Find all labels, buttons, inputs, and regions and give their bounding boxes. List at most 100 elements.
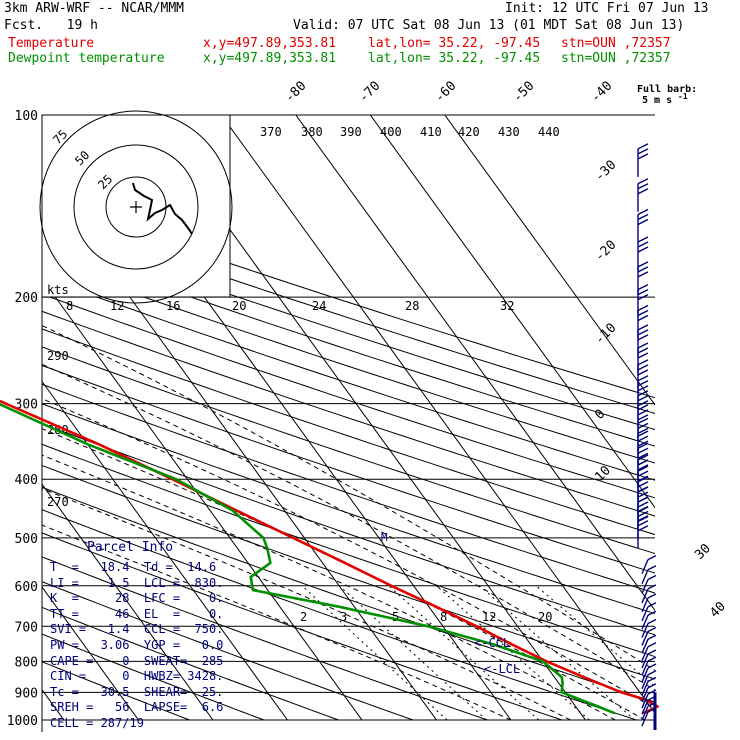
isotherm-label: -60 bbox=[432, 79, 459, 106]
speed-axis-label: 12 bbox=[110, 299, 124, 313]
dry-adiabat bbox=[42, 276, 655, 481]
wind-barb bbox=[641, 584, 657, 604]
isotherm-label: -70 bbox=[356, 79, 383, 106]
dry-adiabat bbox=[42, 556, 490, 720]
dry-adiabat bbox=[42, 328, 655, 536]
ccl-marker: <-CCL bbox=[474, 636, 510, 650]
parcel-info-line: TT = 46 EL = 0. bbox=[50, 606, 224, 621]
wind-barb bbox=[637, 178, 649, 212]
pressure-label-1000: 1000 bbox=[7, 714, 38, 729]
lcl-marker: <-LCL bbox=[484, 662, 520, 676]
dew-latlon: lat,lon= 35.22, -97.45 bbox=[368, 51, 541, 66]
dry-adiabat bbox=[42, 532, 564, 720]
wind-barb bbox=[641, 602, 657, 622]
dry-adiabat bbox=[42, 464, 655, 680]
temperature-line bbox=[0, 399, 659, 715]
parcel-info-title: Parcel Info bbox=[87, 540, 174, 555]
mixing-ratio-label: 20 bbox=[538, 610, 552, 624]
theta-label: 400 bbox=[380, 125, 402, 139]
pressure-label-700: 700 bbox=[15, 620, 38, 635]
dew-xy: x,y=497.89,353.81 bbox=[203, 51, 337, 66]
wind-barb bbox=[641, 656, 657, 676]
isotherm-label: -20 bbox=[592, 238, 619, 265]
mixing-ratio-label: 12 bbox=[482, 610, 496, 624]
wind-barb bbox=[641, 565, 657, 585]
temp-station: stn=OUN ,72357 bbox=[561, 36, 671, 51]
dry-adiabat bbox=[42, 509, 639, 720]
dry-adiabat bbox=[42, 661, 191, 720]
dry-adiabat bbox=[42, 198, 655, 399]
dew-station: stn=OUN ,72357 bbox=[561, 51, 671, 66]
theta-label: 410 bbox=[420, 125, 442, 139]
pressure-label-200: 200 bbox=[15, 291, 38, 306]
dry-adiabat bbox=[42, 606, 340, 720]
theta-label: 390 bbox=[340, 125, 362, 139]
parcel-info-line: PW = 3.06 YGP = 0.0 bbox=[50, 638, 224, 652]
isotherm-label: -50 bbox=[510, 79, 537, 106]
wind-barb bbox=[641, 663, 657, 683]
pressure-label-100: 100 bbox=[15, 109, 38, 124]
dry-adiabat bbox=[42, 260, 655, 464]
parcel-info-line: LI = 1.5 LCL = 830. bbox=[50, 575, 224, 590]
isotherm bbox=[295, 115, 655, 612]
pressure-label-400: 400 bbox=[15, 473, 38, 488]
valid-time: Valid: 07 UTC Sat 08 Jun 13 (01 MDT Sat … bbox=[293, 18, 685, 33]
model-title: 3km ARW-WRF -- NCAR/MMM bbox=[4, 1, 185, 16]
barb-key-label: Full barb: bbox=[637, 84, 697, 95]
theta-side-label: 290 bbox=[47, 349, 69, 363]
speed-axis-label: 20 bbox=[232, 299, 246, 313]
wind-barb bbox=[641, 649, 657, 669]
speed-axis-label: 24 bbox=[312, 299, 326, 313]
hodograph-trace bbox=[132, 182, 193, 235]
hodograph-center bbox=[130, 201, 142, 213]
isotherm-label: -40 bbox=[588, 79, 615, 106]
isotherm-label: -30 bbox=[592, 158, 619, 185]
speed-axis-label: 32 bbox=[500, 299, 514, 313]
parcel-info-line: T = 18.4 Td = 14.6 bbox=[50, 560, 217, 574]
pressure-label-900: 900 bbox=[15, 686, 38, 701]
parcel-info-line: Tc = 30.5 SHEAR= 25. bbox=[50, 684, 224, 699]
isotherm bbox=[444, 115, 655, 406]
isotherm bbox=[42, 483, 214, 720]
pressure-label-600: 600 bbox=[15, 580, 38, 595]
dry-adiabat bbox=[42, 633, 266, 720]
dry-adiabat bbox=[42, 443, 655, 658]
parcel-info-line: SVI = 1.4 CCL = 750. bbox=[50, 622, 224, 637]
dry-adiabat bbox=[42, 244, 655, 447]
dewpoint-line bbox=[0, 402, 616, 715]
barb-key-unit: 5 m s bbox=[642, 95, 672, 106]
init-time: Init: 12 UTC Fri 07 Jun 13 bbox=[505, 1, 709, 16]
hodograph-unit: kts bbox=[47, 283, 69, 297]
wind-barb bbox=[641, 670, 657, 690]
mixing-ratio-line bbox=[479, 585, 636, 720]
pressure-label-800: 800 bbox=[15, 655, 38, 670]
temperature-legend: Temperature bbox=[8, 36, 95, 51]
speed-axis-label: 8 bbox=[66, 299, 73, 313]
isotherm bbox=[42, 586, 140, 720]
theta-label: 380 bbox=[301, 125, 323, 139]
speed-axis-label: 28 bbox=[405, 299, 419, 313]
parcel-info-line: K = 28 LFC = 0. bbox=[50, 591, 224, 606]
dry-adiabat bbox=[42, 293, 655, 499]
isotherm bbox=[42, 277, 363, 720]
temp-xy: x,y=497.89,353.81 bbox=[203, 36, 337, 51]
wind-barb bbox=[641, 676, 657, 696]
wind-barb bbox=[641, 642, 657, 661]
dry-adiabat bbox=[42, 423, 655, 636]
dewpoint-legend: Dewpoint temperature bbox=[8, 51, 165, 66]
parcel-info-line: CAPE = 0 SWEAT= 285 bbox=[50, 653, 224, 668]
wind-barb bbox=[641, 555, 657, 574]
parcel-info-line: CELL = 287/19 bbox=[50, 716, 144, 730]
mixing-ratio-line bbox=[301, 585, 448, 720]
isotherm-label: -80 bbox=[282, 79, 309, 106]
forecast-hour: Fcst. 19 h bbox=[4, 18, 98, 33]
theta-side-label: 270 bbox=[47, 495, 69, 509]
wind-barb bbox=[641, 618, 657, 638]
mixed-layer-marker: M bbox=[381, 531, 388, 544]
mixing-ratio-label: 8 bbox=[440, 610, 447, 624]
dry-adiabat bbox=[42, 228, 655, 431]
wind-barb bbox=[637, 236, 649, 270]
theta-label: 430 bbox=[498, 125, 520, 139]
plot-cutout bbox=[655, 515, 740, 740]
isotherm bbox=[220, 115, 655, 715]
